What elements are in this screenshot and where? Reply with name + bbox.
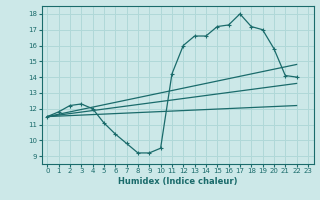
X-axis label: Humidex (Indice chaleur): Humidex (Indice chaleur) <box>118 177 237 186</box>
